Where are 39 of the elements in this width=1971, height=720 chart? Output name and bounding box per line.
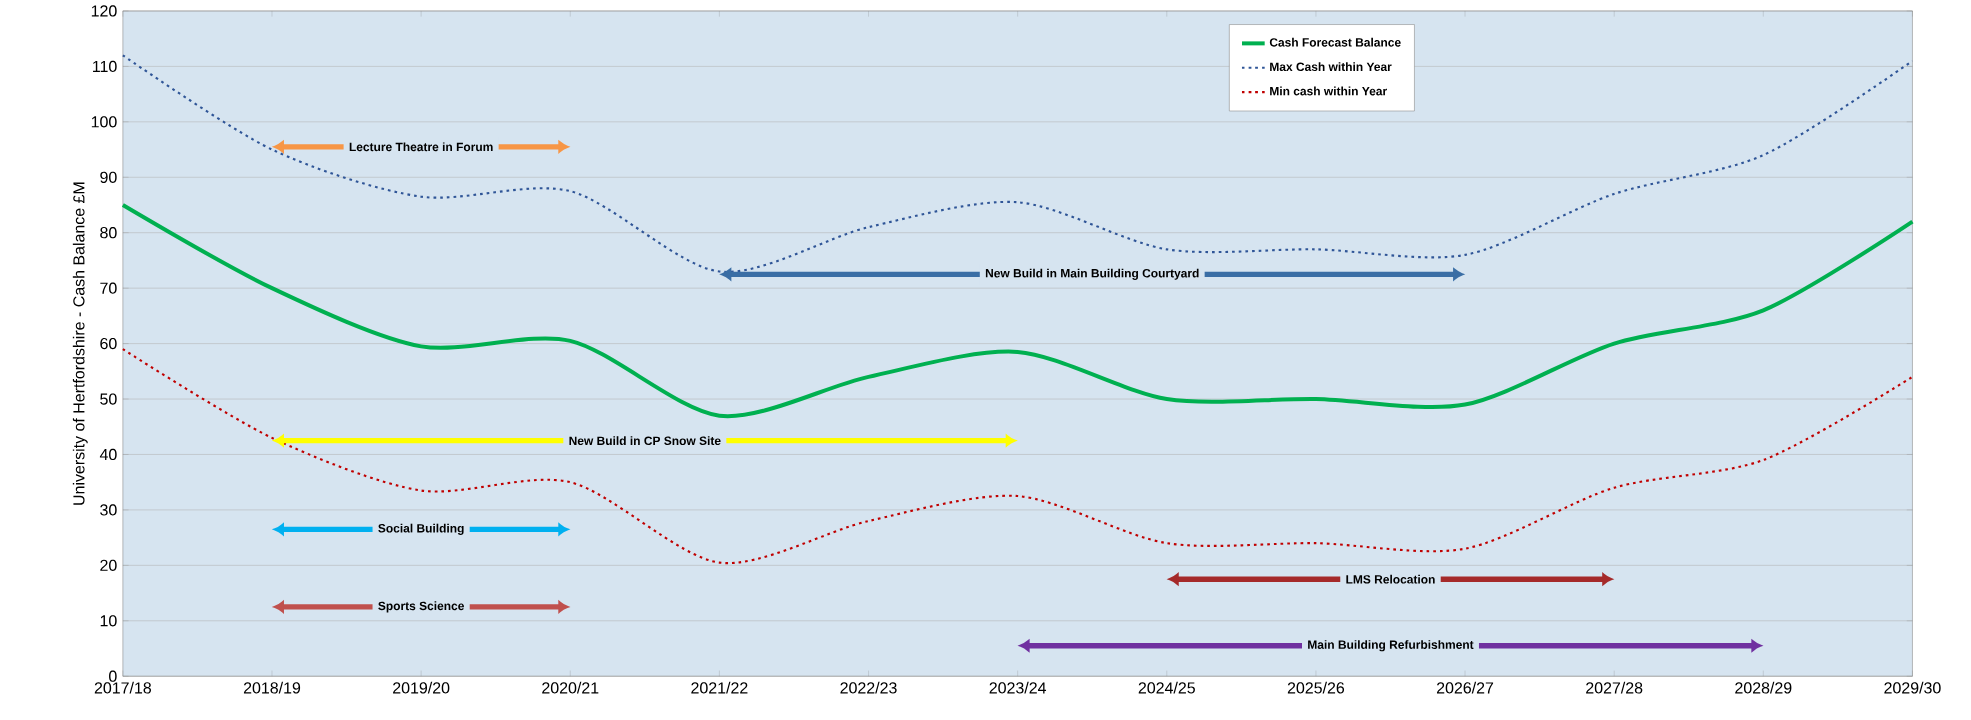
y-tick-label: 40 bbox=[99, 448, 117, 461]
x-tick-label: 2019/20 bbox=[393, 681, 450, 694]
x-tick-label: 2029/30 bbox=[1884, 681, 1941, 694]
x-tick-label: 2018/19 bbox=[243, 681, 301, 694]
series-label: Social Building bbox=[378, 523, 464, 535]
series-label: Lecture Theatre in Forum bbox=[349, 142, 493, 152]
y-tick-label: 90 bbox=[100, 171, 117, 183]
y-tick-label: 70 bbox=[100, 282, 117, 294]
y-tick-label: 30 bbox=[100, 504, 117, 516]
series-label: New Build in CP Snow Site bbox=[569, 436, 721, 445]
x-tick-label: 2021/22 bbox=[691, 681, 748, 694]
y-tick-label: 0 bbox=[109, 670, 117, 682]
series-label: Sports Science bbox=[378, 601, 464, 613]
x-tick-label: 2028/29 bbox=[1735, 681, 1792, 694]
x-tick-label: 2020/21 bbox=[542, 681, 599, 694]
x-tick-label: 2022/23 bbox=[840, 681, 897, 694]
legend-label: Cash Forecast Balance bbox=[1269, 37, 1401, 47]
x-tick-label: 2025/26 bbox=[1287, 681, 1345, 694]
series-label: Main Building Refurbishment bbox=[1308, 640, 1474, 652]
series-label: New Build in Main Building Courtyard bbox=[985, 268, 1199, 280]
y-axis-title: University of Hertfordshire - Cash Balance £M bbox=[72, 182, 88, 505]
y-tick-label: 80 bbox=[100, 227, 117, 239]
y-tick-label: 20 bbox=[100, 559, 117, 571]
x-tick-label: 2023/24 bbox=[989, 681, 1047, 694]
line-series bbox=[121, 348, 1914, 564]
line-series bbox=[120, 202, 1915, 419]
legend-label: Min cash within Year bbox=[1270, 86, 1387, 96]
y-tick-label: 110 bbox=[93, 60, 117, 72]
y-tick-label: 10 bbox=[100, 615, 117, 627]
y-tick-label: 100 bbox=[91, 116, 117, 128]
x-tick-label: 2024/25 bbox=[1138, 681, 1195, 694]
y-tick-label: 50 bbox=[100, 393, 117, 405]
y-tick-label: 60 bbox=[100, 337, 117, 350]
legend-label: Max Cash within Year bbox=[1270, 62, 1392, 71]
x-tick-label: 2026/27 bbox=[1436, 681, 1494, 694]
x-tick-label: 2027/28 bbox=[1586, 681, 1643, 694]
series-label: LMS Relocation bbox=[1346, 574, 1435, 584]
y-tick-label: 120 bbox=[91, 5, 117, 17]
x-tick-label: 2017/18 bbox=[94, 681, 152, 694]
